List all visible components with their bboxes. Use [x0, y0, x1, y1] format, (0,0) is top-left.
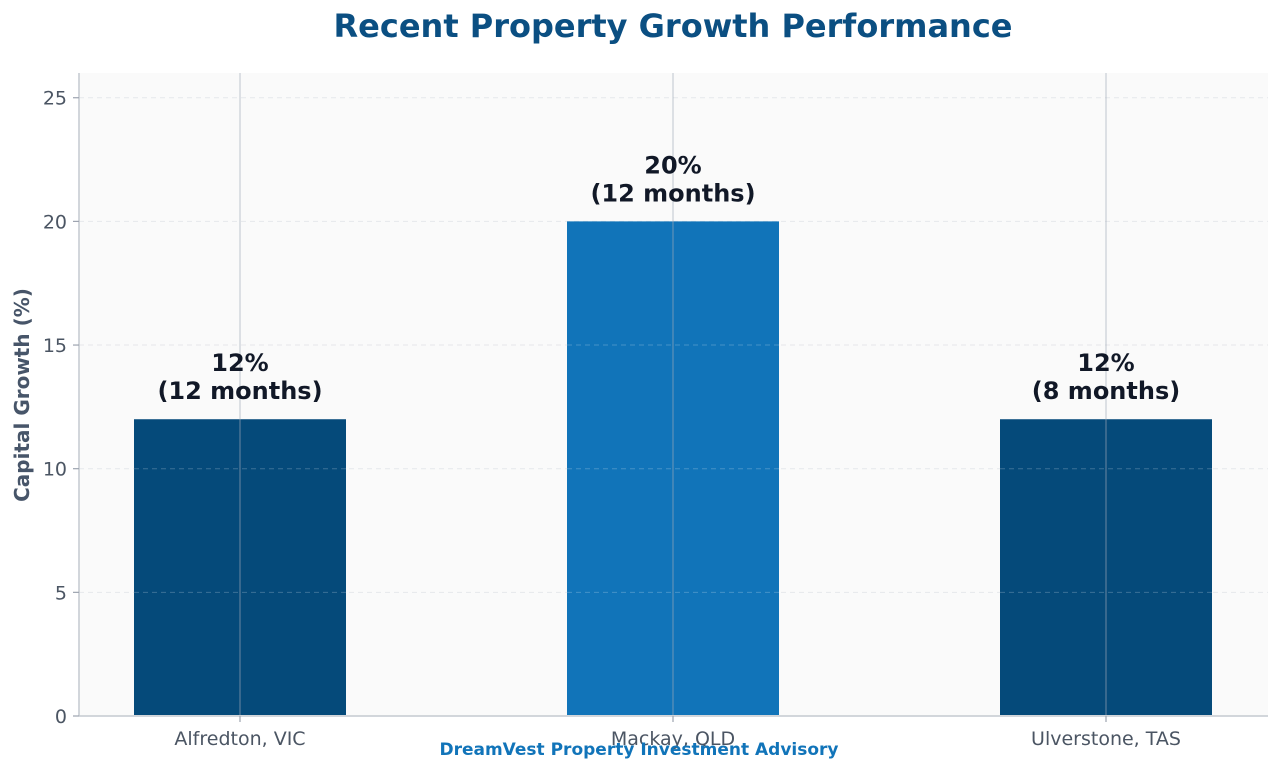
x-tick-label: Alfredton, VIC — [174, 728, 305, 750]
data-label-period: (12 months) — [157, 377, 322, 405]
y-tick-label: 20 — [43, 211, 67, 233]
y-tick-label: 0 — [55, 706, 67, 728]
data-labels: 12%(12 months)20%(12 months)12%(8 months… — [157, 151, 1180, 405]
chart-title: Recent Property Growth Performance — [334, 7, 1013, 45]
y-axis-label: Capital Growth (%) — [10, 288, 34, 502]
data-label-value: 12% — [211, 349, 268, 377]
y-tick-label: 10 — [43, 459, 67, 481]
x-tick-label: Ulverstone, TAS — [1031, 728, 1181, 750]
y-tick-label: 15 — [43, 335, 67, 357]
y-tick-label: 25 — [43, 88, 67, 110]
data-label-period: (12 months) — [590, 179, 755, 207]
y-tick-label: 5 — [55, 582, 67, 604]
data-label-value: 12% — [1077, 349, 1134, 377]
category-lines — [239, 73, 1107, 716]
data-label-period: (8 months) — [1032, 377, 1180, 405]
y-ticks: 0 5 10 15 20 25 — [43, 88, 79, 728]
x-tick-label: Mackay, QLD — [611, 728, 735, 750]
footer-brand: DreamVest Property Investment Advisory — [439, 740, 838, 760]
x-ticks: Alfredton, VIC Mackay, QLD Ulverstone, TAS — [174, 716, 1181, 750]
data-label-value: 20% — [644, 151, 701, 179]
